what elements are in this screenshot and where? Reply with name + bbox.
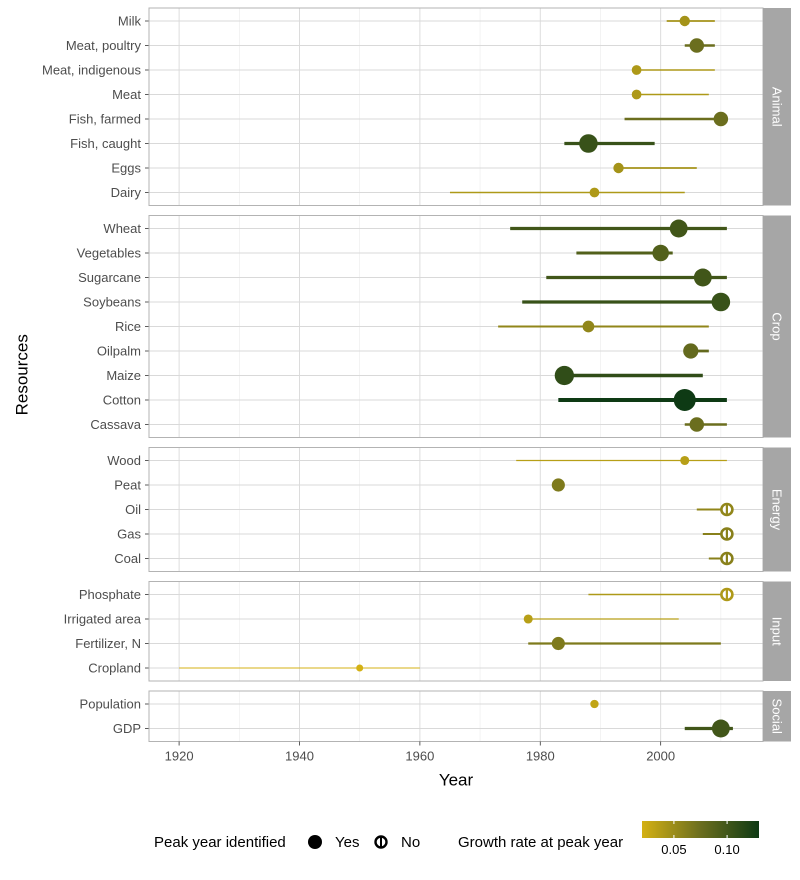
peak-point-gdp [711,719,730,738]
x-tick-label-1960: 1960 [405,749,434,764]
peak-point-cropland [356,664,364,672]
strip-crop [763,215,791,438]
panel-animal [149,8,763,206]
peak-point-rice [582,320,595,333]
y-axis-title: Resources [13,334,32,415]
panel-input [149,581,763,681]
y-tick-label-vegetables: Vegetables [77,246,142,261]
y-tick-label-cassava: Cassava [90,417,141,432]
x-tick-label-1940: 1940 [285,749,314,764]
peak-point-irrigated-area [523,614,533,624]
y-tick-label-rice: Rice [115,319,141,334]
peak-point-cassava [689,417,705,432]
y-tick-label-oilpalm: Oilpalm [97,344,141,359]
y-tick-label-maize: Maize [106,368,141,383]
legend-shape-title: Peak year identified [154,834,286,851]
y-tick-label-irrigated-area: Irrigated area [64,612,142,627]
peak-point-vegetables [652,244,669,262]
y-tick-label-oil: Oil [125,502,141,517]
strip-label-animal: Animal [770,87,785,127]
y-tick-label-wheat: Wheat [103,221,141,236]
peak-point-fish-caught [579,134,598,153]
y-tick-label-milk: Milk [118,14,142,29]
y-tick-label-sugarcane: Sugarcane [78,270,141,285]
legend-yes-symbol [308,835,322,849]
x-axis-title: Year [439,771,474,790]
peak-point-soybeans [711,292,731,312]
panel-social [149,691,763,742]
peak-point-cotton [673,389,696,411]
peak-point-wood [680,455,690,466]
strip-label-crop: Crop [770,312,785,340]
y-tick-label-fertilizer-n: Fertilizer, N [75,636,141,651]
strip-social [763,691,791,742]
y-tick-label-meat-indigenous: Meat, indigenous [42,63,142,78]
y-tick-label-fish-farmed: Fish, farmed [69,112,141,127]
y-tick-label-soybeans: Soybeans [83,295,141,310]
y-tick-label-meat: Meat [112,87,141,102]
x-tick-label-1980: 1980 [526,749,555,764]
peak-point-wheat [669,219,688,238]
peak-point-peat [551,478,565,492]
legend: Peak year identified Yes No Growth rate at … [154,821,759,857]
strip-energy [763,447,791,572]
peak-point-eggs [613,162,624,174]
y-tick-label-gas: Gas [117,527,141,542]
y-tick-label-cotton: Cotton [103,393,141,408]
peak-point-meat [631,89,642,100]
x-tick-label-1920: 1920 [165,749,194,764]
y-tick-label-gdp: GDP [113,721,141,736]
strip-input [763,581,791,681]
strip-animal [763,8,791,206]
x-tick-label-2000: 2000 [646,749,675,764]
legend-color-title: Growth rate at peak year [458,834,623,851]
peak-point-sugarcane [693,268,712,287]
y-tick-label-phosphate: Phosphate [79,587,141,602]
legend-colorbar-label-0-10: 0.10 [714,842,739,857]
peak-point-population [590,699,599,709]
y-tick-label-peat: Peat [114,478,141,493]
strip-label-input: Input [770,617,785,646]
plot-area: Milk Meat, poultry Meat, indigenous Meat Fis… [13,7,791,790]
y-tick-label-eggs: Eggs [111,161,141,176]
y-tick-label-wood: Wood [107,453,141,468]
legend-yes-label: Yes [335,834,359,851]
peak-point-meat-indigenous [631,65,642,75]
strip-label-energy: Energy [770,489,785,531]
peak-point-fertilizer-n [551,636,565,651]
strip-label-social: Social [770,699,785,735]
peak-point-maize [554,365,574,386]
y-tick-label-cropland: Cropland [88,661,141,676]
legend-colorbar-label-0-05: 0.05 [661,842,686,857]
y-tick-label-meat-poultry: Meat, poultry [66,38,142,53]
y-tick-label-population: Population [80,697,141,712]
peak-point-meat-poultry [689,38,705,53]
peak-point-dairy [589,187,600,198]
y-tick-label-fish-caught: Fish, caught [70,136,141,151]
peak-point-oilpalm [683,343,699,359]
legend-no-label: No [401,834,420,851]
legend-colorbar [642,821,759,838]
peak-point-milk [679,15,690,27]
y-tick-label-dairy: Dairy [111,185,142,200]
y-tick-label-coal: Coal [114,551,141,566]
peak-point-fish-farmed [713,111,729,127]
